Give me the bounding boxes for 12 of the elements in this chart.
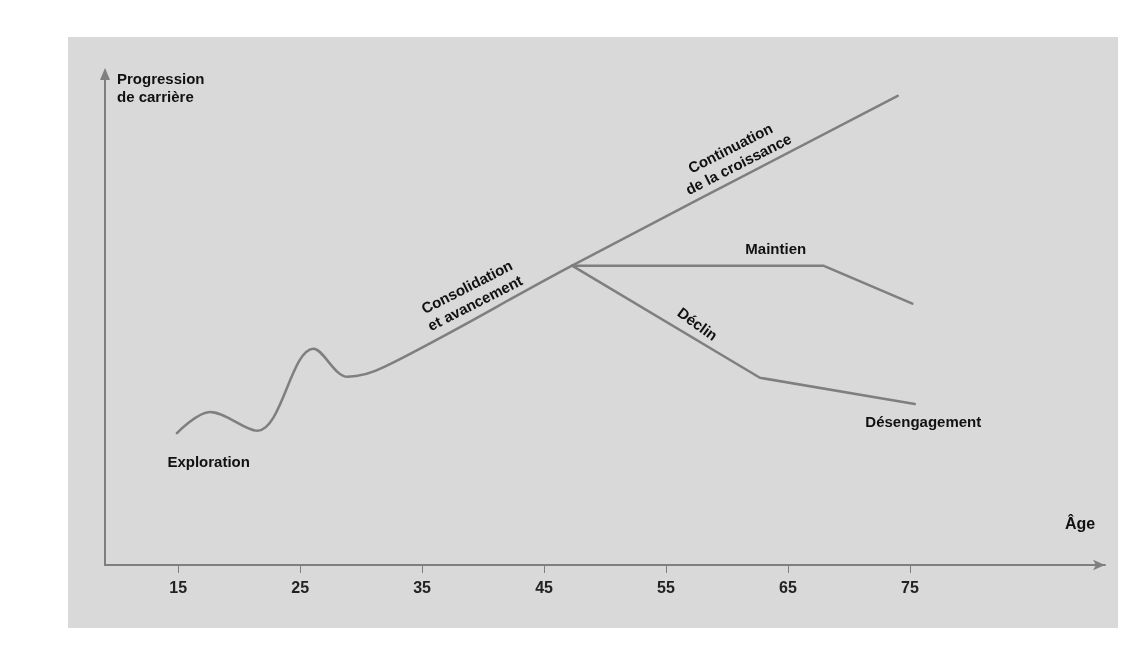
x-tick-label: 45 — [535, 578, 554, 596]
x-tick-label: 65 — [779, 578, 797, 596]
x-tick-label: 35 — [413, 578, 432, 596]
annotation: Maintien — [745, 240, 807, 258]
annotation: Exploration — [167, 453, 250, 471]
x-tick-label: 15 — [169, 578, 188, 596]
x-tick-label: 25 — [291, 578, 310, 596]
annotation: Désengagement — [865, 413, 982, 431]
y-axis-title: Progression de carrière — [117, 69, 205, 105]
x-tick-label: 55 — [657, 578, 675, 596]
x-axis-title: Âge — [1065, 513, 1096, 532]
x-tick-label: 75 — [900, 578, 919, 596]
